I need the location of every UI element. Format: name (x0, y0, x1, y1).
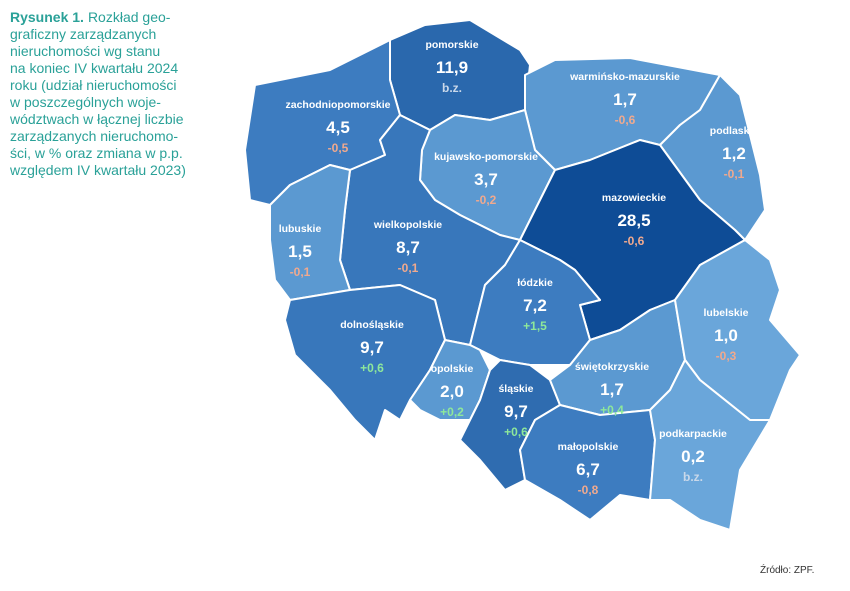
region-name: pomorskie (425, 39, 478, 51)
labels: pomorskie 11,9 b.z. zachodniopomorskie 4,5 -0… (279, 39, 759, 497)
region-name: podkarpackie (659, 428, 727, 440)
region-change: +0,4 (600, 403, 624, 417)
region-name: małopolskie (558, 441, 619, 453)
caption-line: w poszczególnych woje- (9, 94, 161, 110)
region-change: -0,1 (724, 167, 745, 181)
source: Źródło: ZPF. (760, 563, 814, 576)
region-change: -0,6 (615, 113, 636, 127)
region-change: -0,5 (328, 141, 349, 155)
region-name: kujawsko-pomorskie (434, 151, 538, 163)
region-change: +0,6 (360, 361, 384, 375)
region-name: lubelskie (704, 307, 749, 319)
region-value: 6,7 (576, 460, 600, 479)
caption-line: wództwach w łącznej liczbie (9, 111, 184, 127)
region-name: śląskie (498, 383, 533, 395)
regions (244, 19, 801, 531)
region-name: lubuskie (279, 223, 322, 235)
region-value: 9,7 (360, 338, 384, 357)
region-value: 1,5 (288, 242, 312, 261)
region (269, 164, 351, 301)
caption-line: Rozkład geo- (88, 9, 171, 25)
caption-line: roku (udział nieruchomości (10, 77, 177, 93)
region-name: wielkopolskie (373, 219, 442, 231)
region (649, 359, 771, 531)
region-change: -0,1 (290, 265, 311, 279)
region-name: dolnośląskie (340, 319, 404, 331)
region-value: 0,2 (681, 447, 705, 466)
region-name: zachodniopomorskie (285, 99, 390, 111)
caption-label: Rysunek 1. (10, 9, 84, 25)
region-value: 4,5 (326, 118, 350, 137)
region-name: świętokrzyskie (575, 361, 649, 373)
region-value: 7,2 (523, 296, 547, 315)
region-value: 8,7 (396, 238, 420, 257)
region-value: 9,7 (504, 402, 528, 421)
caption: Rysunek 1. Rozkład geo- (10, 9, 171, 25)
region-change: -0,6 (624, 234, 645, 248)
region-name: podlaskie (710, 125, 759, 137)
caption-line: ści, w % oraz zmiana w p.p. (10, 145, 183, 161)
region-value: 3,7 (474, 170, 498, 189)
region-value: 11,9 (436, 58, 468, 77)
region-change: +1,5 (523, 319, 547, 333)
region-name: łódzkie (517, 277, 553, 289)
region-change: +0,2 (440, 405, 464, 419)
region-change: -0,3 (716, 349, 737, 363)
region-value: 28,5 (617, 211, 650, 230)
caption-line: graficzny zarządzanych (10, 26, 156, 42)
region (469, 239, 601, 366)
region-value: 1,0 (714, 326, 738, 345)
region-change: b.z. (683, 470, 703, 484)
region-value: 1,2 (722, 144, 746, 163)
region-change: -0,8 (578, 483, 599, 497)
region-value: 1,7 (613, 90, 637, 109)
region-value: 2,0 (440, 382, 464, 401)
caption-line: na koniec IV kwartału 2024 (10, 60, 178, 76)
region-name: opolskie (431, 363, 474, 375)
region-change: -0,2 (476, 193, 497, 207)
region-value: 1,7 (600, 380, 624, 399)
region-change: +0,6 (504, 425, 528, 439)
region (284, 284, 446, 441)
region-name: mazowieckie (602, 192, 666, 204)
region-change: -0,1 (398, 261, 419, 275)
caption-line: nieruchomości wg stanu (10, 43, 160, 59)
caption-line: zarządzanych nieruchomo- (10, 128, 178, 144)
region-change: b.z. (442, 81, 462, 95)
caption-line: względem IV kwartału 2023) (9, 162, 186, 178)
region-name: warmińsko-mazurskie (569, 71, 680, 83)
